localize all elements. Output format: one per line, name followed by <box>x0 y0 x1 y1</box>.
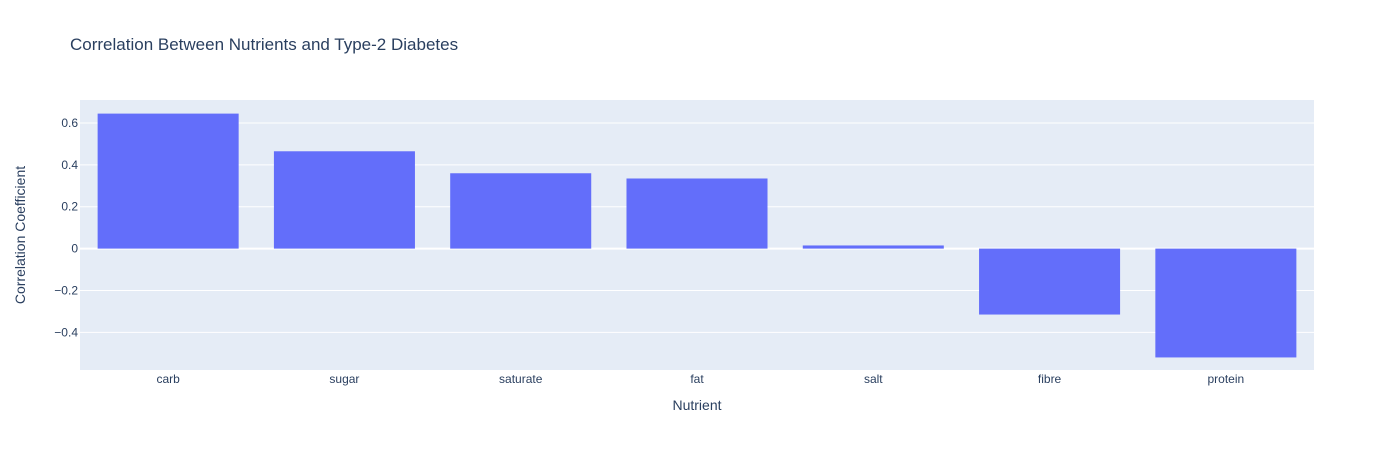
x-tick-label: carb <box>156 372 180 386</box>
x-tick-labels: carb sugar saturate fat salt fibre protein <box>156 372 1244 386</box>
x-tick-label: sugar <box>329 372 359 386</box>
bar-saturate[interactable] <box>450 173 592 249</box>
x-tick-label: protein <box>1208 372 1245 386</box>
x-tick-label: fibre <box>1038 372 1062 386</box>
bar-fat[interactable] <box>626 178 768 249</box>
bar-sugar[interactable] <box>273 151 415 249</box>
y-tick-label: 0 <box>71 242 78 256</box>
y-tick-label: 0.6 <box>61 116 78 130</box>
x-tick-label: fat <box>690 372 704 386</box>
bar-carb[interactable] <box>97 113 239 249</box>
x-tick-label: saturate <box>499 372 543 386</box>
y-tick-label: 0.4 <box>61 158 78 172</box>
y-axis-title: Correlation Coefficient <box>12 166 28 304</box>
y-tick-labels: −0.4 −0.2 0 0.2 0.4 0.6 <box>54 116 78 339</box>
y-tick-label: −0.2 <box>54 283 78 297</box>
y-tick-label: −0.4 <box>54 325 78 339</box>
x-axis-title: Nutrient <box>672 397 721 413</box>
x-tick-label: salt <box>864 372 883 386</box>
bar-salt[interactable] <box>802 245 944 249</box>
bar-protein[interactable] <box>1155 248 1297 358</box>
chart-title: Correlation Between Nutrients and Type-2… <box>70 35 458 54</box>
y-tick-label: 0.2 <box>61 200 78 214</box>
bar-fibre[interactable] <box>979 248 1121 315</box>
bars <box>97 113 1297 358</box>
